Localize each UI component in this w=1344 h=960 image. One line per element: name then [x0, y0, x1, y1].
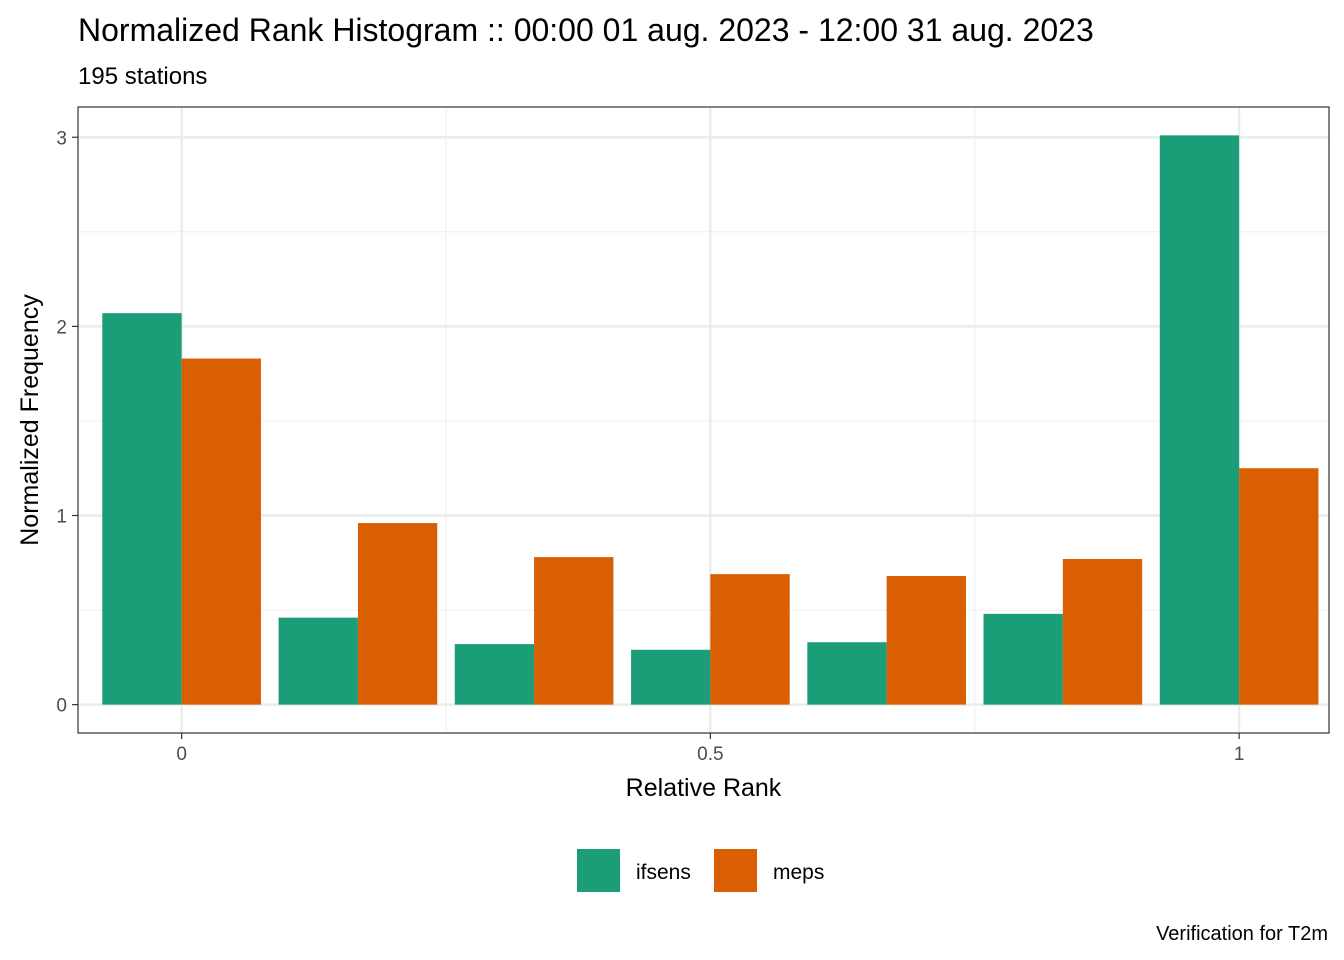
- bar-meps: [357, 523, 438, 705]
- bar-ifsens: [807, 642, 887, 705]
- bar-ifsens: [983, 613, 1063, 705]
- legend: ifsens meps: [577, 849, 824, 892]
- bar-meps: [534, 557, 614, 705]
- legend-key-meps: [714, 849, 757, 892]
- bar-ifsens: [631, 649, 711, 705]
- legend-label-meps: meps: [773, 861, 824, 884]
- x-tick-label: 1: [1234, 744, 1245, 765]
- bar-ifsens: [454, 644, 535, 705]
- bar-meps: [1239, 468, 1319, 705]
- y-tick-label: 3: [56, 128, 67, 149]
- x-tick-label: 0: [176, 744, 187, 765]
- bar-ifsens: [278, 617, 358, 705]
- x-axis-title: Relative Rank: [626, 774, 782, 802]
- y-tick-label: 1: [56, 507, 67, 528]
- bar-ifsens: [102, 313, 182, 705]
- bar-meps: [710, 574, 790, 705]
- y-axis-title: Normalized Frequency: [16, 294, 44, 546]
- x-tick-label: 0.5: [697, 744, 723, 765]
- y-axis: 0 1 2 3: [56, 128, 78, 717]
- x-axis: 0 0.5 1: [176, 733, 1244, 765]
- chart-title: Normalized Rank Histogram :: 00:00 01 au…: [78, 12, 1094, 48]
- bar-meps: [1062, 559, 1143, 705]
- plot-panel-border: [77, 106, 1330, 734]
- legend-key-ifsens: [577, 849, 620, 892]
- chart-caption: Verification for T2m: [1156, 923, 1328, 945]
- legend-label-ifsens: ifsens: [636, 861, 691, 884]
- bars: [102, 135, 1319, 705]
- bar-meps: [181, 358, 261, 705]
- y-tick-label: 0: [56, 696, 67, 717]
- y-tick-label: 2: [56, 317, 67, 338]
- bar-meps: [886, 576, 966, 705]
- bar-ifsens: [1159, 135, 1240, 705]
- chart-subtitle: 195 stations: [78, 63, 207, 90]
